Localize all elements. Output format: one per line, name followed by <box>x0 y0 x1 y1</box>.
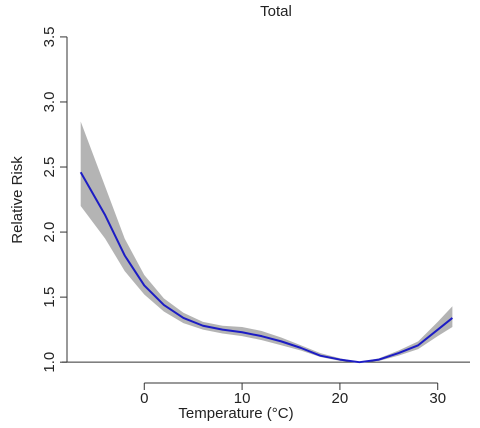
y-tick-label: 1.5 <box>41 287 58 308</box>
y-tick-label: 1.0 <box>41 352 58 373</box>
x-axis-label: Temperature (°C) <box>178 405 293 422</box>
confidence-band <box>80 121 453 363</box>
y-tick-label: 2.0 <box>41 222 58 243</box>
y-tick-label: 3.5 <box>41 26 58 47</box>
y-tick-label: 2.5 <box>41 157 58 178</box>
x-tick-label: 0 <box>140 390 148 407</box>
x-tick-label: 30 <box>429 390 446 407</box>
x-tick-label: 20 <box>332 390 349 407</box>
y-tick-label: 3.0 <box>41 92 58 113</box>
x-tick-label: 10 <box>234 390 251 407</box>
y-axis-label: Relative Risk <box>9 156 26 244</box>
chart-title: Total <box>260 3 292 20</box>
risk-line <box>79 171 454 364</box>
